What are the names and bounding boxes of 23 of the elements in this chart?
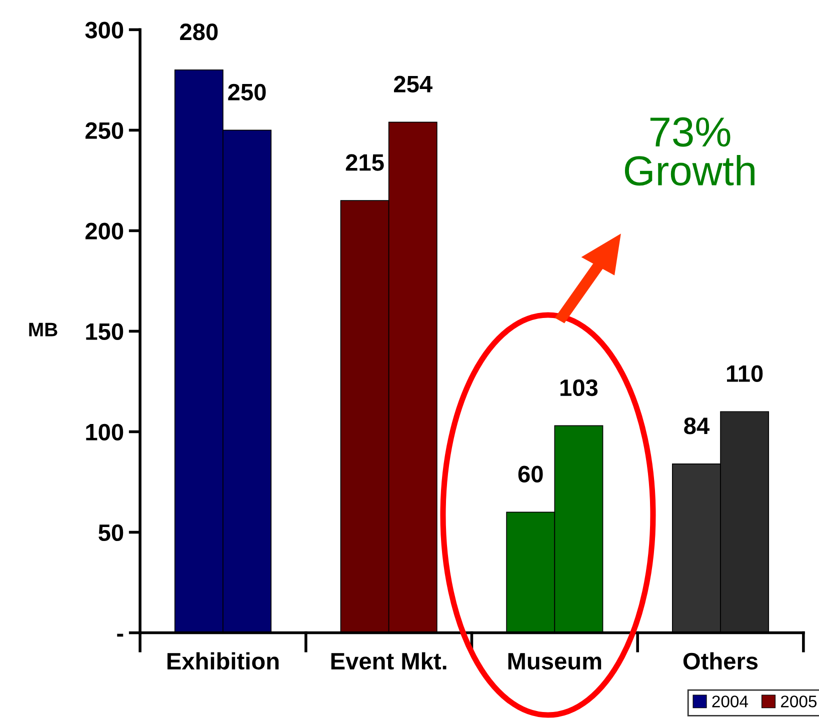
y-tick-label: - (117, 634, 124, 637)
data-label: 103 (560, 379, 598, 396)
y-tick-label: 200 (86, 222, 124, 240)
data-label: 84 (684, 418, 710, 434)
y-tick-label: 150 (86, 323, 124, 340)
data-label: 250 (228, 84, 266, 101)
data-label: 60 (518, 466, 543, 482)
data-label: 110 (727, 365, 763, 382)
annotation: 73% Growth (624, 117, 754, 186)
data-label: 280 (180, 24, 218, 40)
data-label: 215 (346, 154, 384, 171)
y-tick-label: 300 (85, 22, 124, 39)
x-tick-label: Exhibition (168, 652, 279, 670)
y-tick-label: 250 (86, 122, 124, 139)
legend-label: 2004 (712, 696, 748, 708)
x-tick-label: Others (683, 652, 758, 670)
x-tick-label: Event Mkt. (331, 652, 446, 670)
data-label: 254 (394, 76, 432, 92)
legend-label: 2005 (781, 696, 817, 708)
x-tick-label: Museum (508, 653, 602, 670)
y-tick-label: 100 (86, 424, 124, 441)
y-axis-title: MB (29, 322, 58, 336)
y-tick-label: 50 (98, 524, 124, 542)
